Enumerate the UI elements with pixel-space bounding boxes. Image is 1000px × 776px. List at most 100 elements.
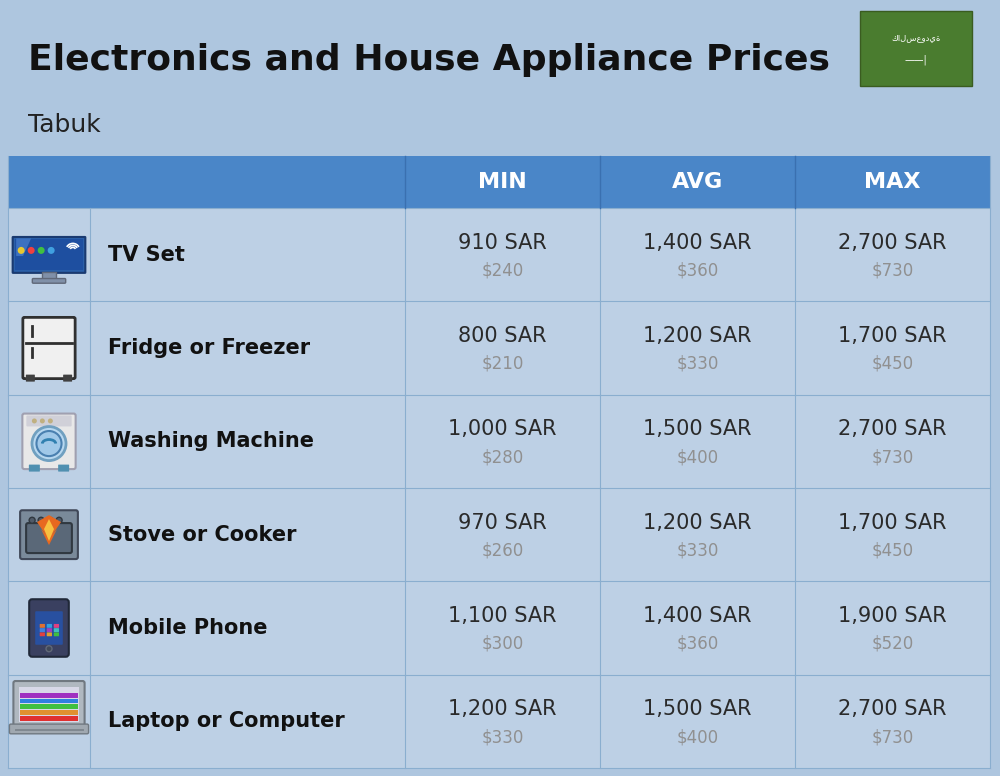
Polygon shape — [37, 515, 61, 545]
FancyBboxPatch shape — [47, 624, 52, 628]
Text: ——|: ——| — [905, 54, 927, 65]
Text: 2,700 SAR: 2,700 SAR — [838, 233, 947, 252]
Text: Mobile Phone: Mobile Phone — [108, 618, 268, 638]
FancyBboxPatch shape — [20, 693, 78, 698]
Text: $240: $240 — [481, 262, 524, 279]
FancyBboxPatch shape — [9, 724, 89, 734]
FancyBboxPatch shape — [23, 317, 75, 379]
FancyBboxPatch shape — [26, 523, 72, 553]
FancyBboxPatch shape — [8, 674, 990, 768]
FancyBboxPatch shape — [8, 395, 990, 488]
FancyBboxPatch shape — [20, 705, 78, 709]
FancyBboxPatch shape — [8, 301, 990, 395]
Text: 1,500 SAR: 1,500 SAR — [643, 419, 752, 439]
FancyBboxPatch shape — [26, 415, 72, 427]
FancyBboxPatch shape — [8, 488, 990, 581]
Circle shape — [56, 518, 62, 523]
Text: Tabuk: Tabuk — [28, 113, 101, 137]
FancyBboxPatch shape — [860, 11, 972, 86]
Text: $260: $260 — [481, 542, 524, 559]
Text: $330: $330 — [481, 728, 524, 747]
Circle shape — [36, 431, 62, 456]
Text: $730: $730 — [871, 449, 914, 466]
Text: 1,000 SAR: 1,000 SAR — [448, 419, 557, 439]
Text: AVG: AVG — [672, 172, 723, 192]
Text: $360: $360 — [676, 635, 719, 653]
FancyBboxPatch shape — [20, 511, 78, 559]
Text: $400: $400 — [676, 449, 719, 466]
FancyBboxPatch shape — [8, 208, 990, 301]
Text: 1,400 SAR: 1,400 SAR — [643, 233, 752, 252]
Circle shape — [32, 418, 37, 424]
Text: $520: $520 — [871, 635, 914, 653]
FancyBboxPatch shape — [15, 240, 83, 270]
FancyBboxPatch shape — [54, 632, 59, 636]
Circle shape — [47, 518, 53, 523]
Text: 1,200 SAR: 1,200 SAR — [643, 512, 752, 532]
Text: 2,700 SAR: 2,700 SAR — [838, 699, 947, 719]
FancyBboxPatch shape — [54, 624, 59, 628]
Text: كالسعودية: كالسعودية — [891, 33, 941, 42]
FancyBboxPatch shape — [13, 681, 85, 728]
Text: 800 SAR: 800 SAR — [458, 326, 547, 346]
Circle shape — [38, 518, 44, 523]
FancyBboxPatch shape — [40, 632, 45, 636]
Text: $450: $450 — [871, 355, 914, 372]
Text: $280: $280 — [481, 449, 524, 466]
Text: 970 SAR: 970 SAR — [458, 512, 547, 532]
Text: 1,700 SAR: 1,700 SAR — [838, 512, 947, 532]
Circle shape — [28, 247, 35, 254]
FancyBboxPatch shape — [58, 465, 69, 472]
Polygon shape — [16, 238, 31, 256]
FancyBboxPatch shape — [35, 611, 63, 645]
Text: 1,200 SAR: 1,200 SAR — [448, 699, 557, 719]
Text: Fridge or Freezer: Fridge or Freezer — [108, 338, 310, 358]
FancyBboxPatch shape — [26, 375, 35, 382]
FancyBboxPatch shape — [8, 581, 990, 674]
Text: $330: $330 — [676, 355, 719, 372]
Text: $450: $450 — [871, 542, 914, 559]
Circle shape — [18, 247, 25, 254]
Text: 2,700 SAR: 2,700 SAR — [838, 419, 947, 439]
FancyBboxPatch shape — [20, 698, 78, 704]
FancyBboxPatch shape — [40, 628, 45, 632]
FancyBboxPatch shape — [20, 716, 78, 721]
FancyBboxPatch shape — [29, 465, 40, 472]
Text: Washing Machine: Washing Machine — [108, 431, 314, 452]
FancyBboxPatch shape — [47, 632, 52, 636]
Text: $400: $400 — [676, 728, 719, 747]
FancyBboxPatch shape — [19, 687, 79, 722]
Text: Laptop or Computer: Laptop or Computer — [108, 712, 345, 731]
FancyBboxPatch shape — [32, 279, 66, 283]
Circle shape — [48, 418, 53, 424]
FancyBboxPatch shape — [20, 710, 78, 715]
Text: $210: $210 — [481, 355, 524, 372]
Text: Electronics and House Appliance Prices: Electronics and House Appliance Prices — [28, 43, 830, 77]
FancyBboxPatch shape — [40, 624, 45, 628]
Text: 1,900 SAR: 1,900 SAR — [838, 606, 947, 626]
Circle shape — [48, 247, 55, 254]
Circle shape — [46, 646, 52, 652]
FancyBboxPatch shape — [63, 375, 72, 382]
FancyBboxPatch shape — [13, 237, 85, 273]
Text: MIN: MIN — [478, 172, 527, 192]
FancyBboxPatch shape — [22, 414, 76, 469]
Text: $360: $360 — [676, 262, 719, 279]
Circle shape — [38, 247, 45, 254]
FancyBboxPatch shape — [29, 599, 69, 656]
Text: Stove or Cooker: Stove or Cooker — [108, 525, 296, 545]
Text: $730: $730 — [871, 728, 914, 747]
Circle shape — [32, 427, 66, 461]
Text: 910 SAR: 910 SAR — [458, 233, 547, 252]
FancyBboxPatch shape — [54, 628, 59, 632]
Text: MAX: MAX — [864, 172, 921, 192]
FancyBboxPatch shape — [47, 628, 52, 632]
Text: 1,200 SAR: 1,200 SAR — [643, 326, 752, 346]
Text: 1,500 SAR: 1,500 SAR — [643, 699, 752, 719]
Text: 1,100 SAR: 1,100 SAR — [448, 606, 557, 626]
Circle shape — [29, 518, 35, 523]
Text: 1,400 SAR: 1,400 SAR — [643, 606, 752, 626]
Text: TV Set: TV Set — [108, 244, 185, 265]
Text: $300: $300 — [481, 635, 524, 653]
Polygon shape — [44, 519, 54, 541]
